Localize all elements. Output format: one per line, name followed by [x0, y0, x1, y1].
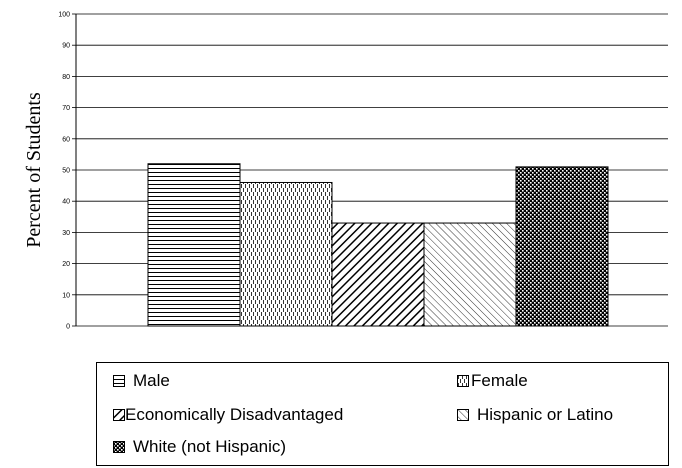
bar-chart: 0 10 20 30 40 50 60 70 80 90 100 Percent of Studen…: [23, 12, 668, 331]
legend: Male Female Economically Disadvantaged Hisp…: [96, 362, 669, 466]
legend-label-white-not-hispanic: White (not Hispanic): [133, 437, 287, 456]
tick-label-80: 80: [62, 74, 70, 81]
legend-swatch-male: [113, 375, 125, 387]
legend-item-white-not-hispanic: White (not Hispanic): [113, 437, 286, 457]
y-axis-label: Percent of Students: [23, 92, 45, 248]
legend-label-female: Female: [471, 371, 528, 390]
y-axis-ticks: 0 10 20 30 40 50 60 70 80 90 100: [58, 12, 76, 331]
legend-item-hispanic-or-latino: Hispanic or Latino: [457, 405, 613, 425]
legend-swatch-economically-disadvantaged: [113, 409, 125, 421]
legend-item-male: Male: [113, 371, 170, 391]
legend-swatch-white-not-hispanic: [113, 441, 125, 453]
tick-label-40: 40: [62, 199, 70, 206]
tick-label-70: 70: [62, 105, 70, 112]
bar-hispanic-or-latino: [423, 222, 517, 327]
bar-male: [147, 163, 241, 327]
tick-label-90: 90: [62, 43, 70, 50]
bar-female: [239, 181, 333, 327]
legend-swatch-female: [457, 375, 469, 387]
legend-swatch-hispanic-or-latino: [457, 409, 469, 421]
tick-label-20: 20: [62, 261, 70, 268]
legend-label-hispanic-or-latino: Hispanic or Latino: [477, 405, 614, 424]
bar-economically-disadvantaged: [331, 222, 425, 327]
tick-label-60: 60: [62, 136, 70, 143]
tick-label-50: 50: [62, 168, 70, 175]
legend-item-female: Female: [457, 371, 528, 391]
tick-label-30: 30: [62, 230, 70, 237]
legend-label-male: Male: [133, 371, 170, 390]
legend-item-economically-disadvantaged: Economically Disadvantaged: [113, 405, 343, 425]
legend-label-economically-disadvantaged: Economically Disadvantaged: [125, 405, 344, 424]
bars: [147, 163, 609, 327]
bar-white-not-hispanic: [515, 166, 609, 327]
tick-label-0: 0: [66, 324, 70, 331]
tick-label-10: 10: [62, 292, 70, 299]
tick-label-100: 100: [58, 12, 70, 19]
